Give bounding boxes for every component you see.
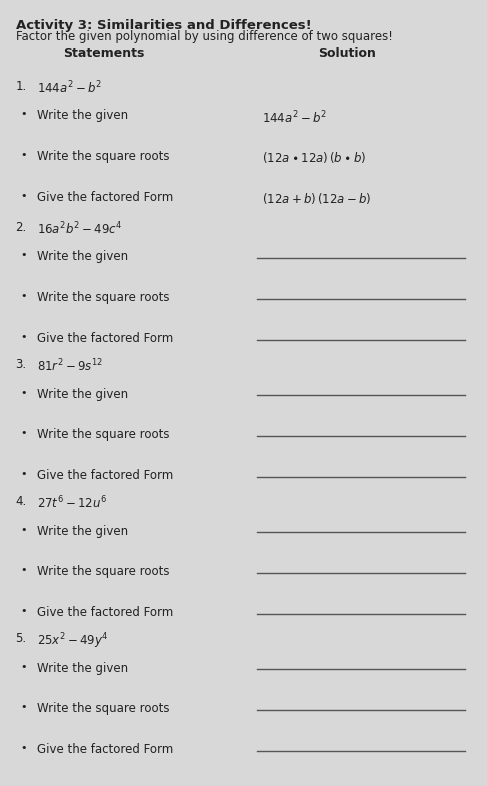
Text: Write the given: Write the given — [37, 251, 128, 263]
Text: Write the square roots: Write the square roots — [37, 291, 169, 304]
Text: $81r^2 - 9s^{12}$: $81r^2 - 9s^{12}$ — [37, 358, 103, 374]
Text: Write the square roots: Write the square roots — [37, 428, 169, 441]
Text: Give the factored Form: Give the factored Form — [37, 606, 173, 619]
Text: •: • — [20, 662, 27, 672]
Text: 3.: 3. — [16, 358, 27, 371]
Text: •: • — [20, 469, 27, 479]
Text: Activity 3: Similarities and Differences!: Activity 3: Similarities and Differences… — [16, 19, 311, 31]
Text: $25x^2 - 49y^4$: $25x^2 - 49y^4$ — [37, 632, 109, 652]
Text: •: • — [20, 565, 27, 575]
Text: Factor the given polynomial by using difference of two squares!: Factor the given polynomial by using dif… — [16, 31, 393, 43]
Text: 2.: 2. — [16, 221, 27, 233]
Text: •: • — [20, 428, 27, 439]
Text: •: • — [20, 109, 27, 119]
Text: Write the square roots: Write the square roots — [37, 565, 169, 578]
Text: •: • — [20, 251, 27, 260]
Text: Give the factored Form: Give the factored Form — [37, 191, 173, 204]
Text: Give the factored Form: Give the factored Form — [37, 469, 173, 482]
Text: Write the given: Write the given — [37, 524, 128, 538]
Text: Statements: Statements — [63, 47, 144, 60]
Text: •: • — [20, 524, 27, 534]
Text: Give the factored Form: Give the factored Form — [37, 332, 173, 345]
Text: $144a^2 - b^2$: $144a^2 - b^2$ — [262, 109, 327, 126]
Text: •: • — [20, 150, 27, 160]
Text: $144a^2 - b^2$: $144a^2 - b^2$ — [37, 79, 102, 97]
Text: $(12a \bullet 12a)\,(b \bullet b)$: $(12a \bullet 12a)\,(b \bullet b)$ — [262, 150, 366, 165]
Text: $(12a + b)\,(12a - b)$: $(12a + b)\,(12a - b)$ — [262, 191, 371, 206]
Text: 4.: 4. — [16, 495, 27, 508]
Text: •: • — [20, 703, 27, 712]
Text: •: • — [20, 291, 27, 301]
Text: $27t^6 - 12u^6$: $27t^6 - 12u^6$ — [37, 495, 107, 512]
Text: 1.: 1. — [16, 79, 27, 93]
Text: Write the given: Write the given — [37, 109, 128, 123]
Text: •: • — [20, 606, 27, 616]
Text: •: • — [20, 387, 27, 398]
Text: •: • — [20, 743, 27, 753]
Text: Solution: Solution — [318, 47, 376, 60]
Text: $16a^2b^2 - 49c^4$: $16a^2b^2 - 49c^4$ — [37, 221, 122, 237]
Text: •: • — [20, 191, 27, 201]
Text: •: • — [20, 332, 27, 342]
Text: Write the square roots: Write the square roots — [37, 703, 169, 715]
Text: Write the given: Write the given — [37, 387, 128, 401]
Text: Write the given: Write the given — [37, 662, 128, 674]
Text: Give the factored Form: Give the factored Form — [37, 743, 173, 756]
Text: 5.: 5. — [16, 632, 27, 645]
Text: Write the square roots: Write the square roots — [37, 150, 169, 163]
